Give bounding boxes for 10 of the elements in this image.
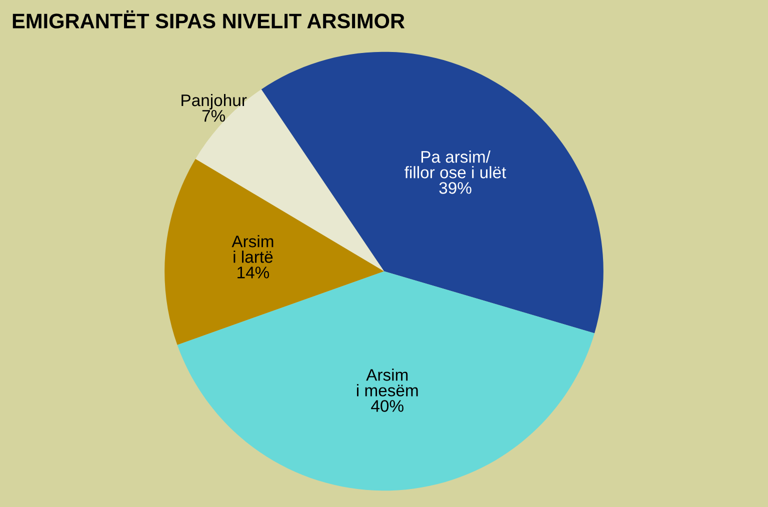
slice-label: Pa arsim/ fillor ose i ulët <box>404 150 506 178</box>
slice-label: Panjohur <box>182 94 247 110</box>
chart-title: EMIGRANTËT SIPAS NIVELIT ARSIMOR <box>12 10 405 28</box>
data-label: 39% <box>439 182 472 194</box>
data-label: 14% <box>238 266 270 278</box>
data-label: 40% <box>371 400 404 412</box>
pie-slice <box>164 158 384 345</box>
data-label: 7% <box>202 110 226 122</box>
slice-label: Arsim i lartë <box>232 235 274 263</box>
slice-label: Arsim i mesëm <box>357 368 418 396</box>
